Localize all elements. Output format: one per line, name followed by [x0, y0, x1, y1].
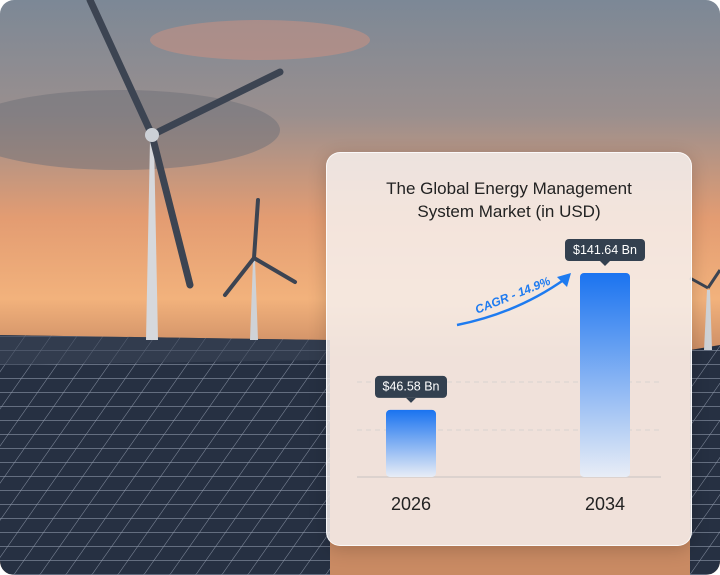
- value-label: $141.64 Bn: [573, 243, 637, 257]
- value-label: $46.58 Bn: [383, 380, 440, 394]
- bar: [580, 273, 630, 477]
- value-label-box: [565, 239, 645, 261]
- cagr-arrowhead: [557, 273, 571, 287]
- cagr-arrow: [456, 277, 566, 327]
- title-box: The Global Energy Management System Mark…: [327, 177, 691, 223]
- x-tick-label: 2034: [585, 494, 625, 514]
- chart-title: The Global Energy Management System Mark…: [386, 179, 632, 221]
- x-tick-label: 2026: [391, 494, 431, 514]
- value-label-pointer: [406, 397, 416, 403]
- value-label-pointer: [600, 261, 610, 266]
- bar: [386, 409, 436, 477]
- value-label-box: [375, 375, 447, 398]
- chart-card: The Global Energy Management System Mark…: [326, 152, 692, 546]
